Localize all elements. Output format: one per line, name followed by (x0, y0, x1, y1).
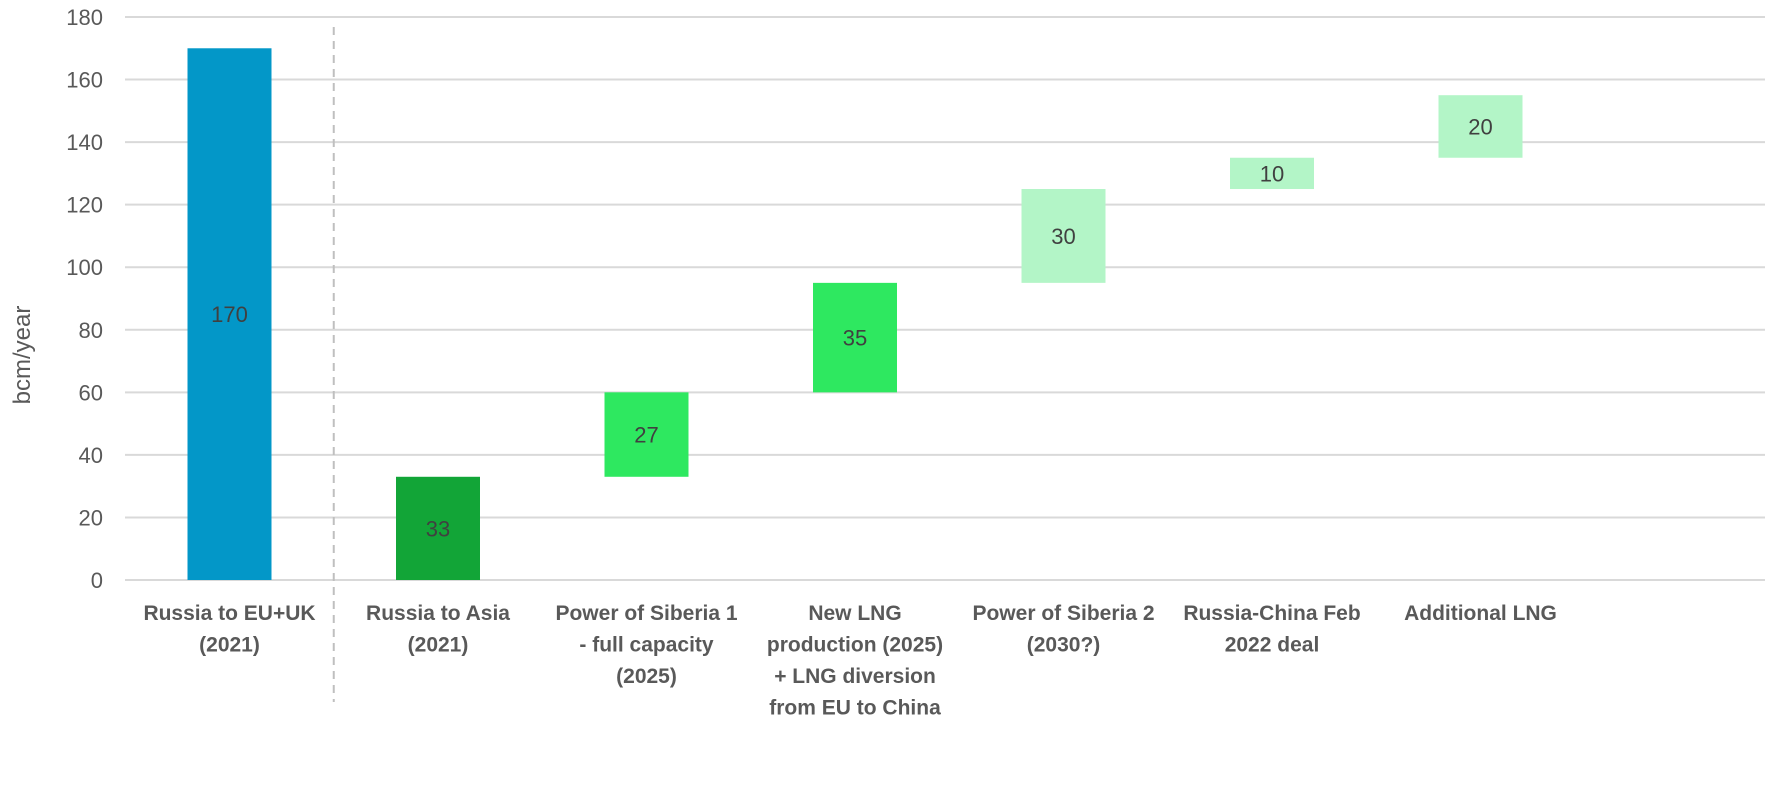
bar (1021, 189, 1106, 283)
category-label-line: (2025) (616, 665, 677, 688)
data-labels: 170 33 27 35 30 10 20 (211, 114, 1493, 541)
y-tick-label: 180 (66, 5, 103, 30)
bar (187, 48, 272, 581)
data-label: 35 (843, 326, 867, 351)
data-label: 10 (1260, 161, 1284, 186)
category-label-line: from EU to China (769, 697, 941, 720)
data-label: 170 (211, 302, 248, 327)
category-label-line: Power of Siberia 2 (972, 602, 1154, 625)
bars (187, 48, 1523, 581)
category-label-line: Russia-China Feb (1183, 602, 1360, 625)
category-label-line: (2021) (199, 634, 260, 657)
category-label-line: Russia to EU+UK (143, 602, 315, 625)
category-label: Power of Siberia 2 (2030?) (972, 602, 1154, 657)
y-tick-label: 140 (66, 130, 103, 155)
y-tick-label: 20 (79, 505, 103, 530)
category-label-line: New LNG (808, 602, 901, 625)
bar (1438, 95, 1523, 158)
category-label-line: Power of Siberia 1 (555, 602, 737, 625)
y-tick-label: 120 (66, 193, 103, 218)
category-label: Additional LNG (1404, 602, 1557, 625)
bar (604, 392, 689, 477)
y-tick-label: 160 (66, 68, 103, 93)
category-label-line: 2022 deal (1225, 634, 1320, 657)
y-tick-label: 60 (79, 380, 103, 405)
category-label-line: (2030?) (1027, 634, 1101, 657)
bar (813, 282, 897, 393)
y-axis-ticks: 0 20 40 60 80 100 120 140 160 180 (66, 5, 103, 593)
category-label: Power of Siberia 1 - full capacity (2025) (555, 602, 737, 688)
category-label-line: Additional LNG (1404, 602, 1557, 625)
category-label: Russia to EU+UK (2021) (143, 602, 315, 657)
bar (1230, 157, 1314, 190)
y-tick-label: 0 (91, 568, 103, 593)
y-tick-label: 40 (79, 443, 103, 468)
y-tick-label: 100 (66, 255, 103, 280)
data-label: 20 (1468, 114, 1492, 139)
bar (396, 476, 480, 580)
category-label: New LNG production (2025) + LNG diversion f… (767, 602, 943, 720)
category-label-line: Russia to Asia (366, 602, 510, 625)
data-label: 27 (634, 423, 658, 448)
category-label-line: + LNG diversion (774, 665, 936, 688)
data-label: 33 (426, 516, 450, 541)
category-label: Russia to Asia (2021) (366, 602, 510, 657)
category-labels: Russia to EU+UK (2021) Russia to Asia (2021… (143, 602, 1556, 720)
y-axis-label: bcm/year (9, 306, 36, 405)
category-label-line: (2021) (408, 634, 469, 657)
y-tick-label: 80 (79, 318, 103, 343)
category-label-line: - full capacity (579, 634, 714, 657)
category-label-line: production (2025) (767, 634, 943, 657)
data-label: 30 (1051, 224, 1075, 249)
category-label: Russia-China Feb 2022 deal (1183, 602, 1360, 657)
